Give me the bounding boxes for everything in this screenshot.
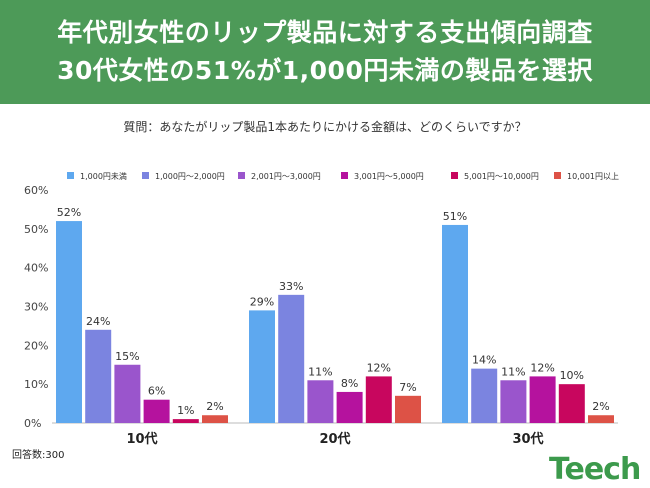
legend-label: 1,000円〜2,000円 <box>155 172 225 181</box>
data-label: 29% <box>250 295 274 308</box>
data-label: 14% <box>472 354 496 367</box>
bar <box>558 384 585 423</box>
data-label: 2% <box>592 400 609 413</box>
data-label: 8% <box>341 377 358 390</box>
bar <box>249 310 275 423</box>
data-label: 12% <box>367 361 391 374</box>
legend-swatch <box>142 172 149 179</box>
legend-label: 10,001円以上 <box>567 172 619 181</box>
bar <box>442 224 468 423</box>
data-label: 15% <box>115 350 139 363</box>
survey-question: 質問：あなたがリップ製品1本あたりにかける金額は、どのくらいですか？ <box>123 120 527 134</box>
data-label: 11% <box>501 365 525 378</box>
data-label: 1% <box>177 404 194 417</box>
title-line-1: 年代別女性のリップ製品に対する支出傾向調査 <box>57 18 593 47</box>
bar <box>471 368 498 423</box>
data-label: 11% <box>308 365 332 378</box>
y-tick-label: 20% <box>24 339 48 352</box>
data-label: 10% <box>560 369 584 382</box>
bar <box>395 395 421 423</box>
data-label: 24% <box>86 315 110 328</box>
response-count: 回答数:300 <box>12 450 65 461</box>
legend-swatch <box>554 172 561 179</box>
teech-logo: Teech <box>549 451 641 487</box>
legend-label: 3,001円〜5,000円 <box>354 172 424 181</box>
bar <box>85 329 112 423</box>
data-label: 7% <box>399 381 416 394</box>
category-label: 30代 <box>512 431 543 447</box>
legend-swatch <box>238 172 245 179</box>
y-tick-label: 10% <box>24 378 48 391</box>
y-tick-label: 0% <box>24 417 41 430</box>
data-label: 2% <box>206 400 223 413</box>
bar <box>529 376 556 423</box>
bar <box>278 294 305 423</box>
data-label: 33% <box>279 280 303 293</box>
legend-swatch <box>341 172 348 179</box>
legend-label: 1,000円未満 <box>80 171 127 181</box>
bar <box>588 415 614 423</box>
bar <box>56 221 82 423</box>
bar <box>500 380 527 423</box>
bar <box>202 415 228 423</box>
bar <box>365 376 392 423</box>
data-label: 51% <box>443 210 467 223</box>
bar <box>307 380 334 423</box>
bar <box>143 399 170 423</box>
data-label: 6% <box>148 385 165 398</box>
bar <box>172 419 199 423</box>
legend-swatch <box>67 172 74 179</box>
legend-label: 5,001円〜10,000円 <box>464 172 539 181</box>
y-tick-label: 30% <box>24 301 48 314</box>
data-label: 12% <box>530 361 554 374</box>
title-banner: 年代別女性のリップ製品に対する支出傾向調査 30代女性の51%が1,000円未満… <box>0 0 650 104</box>
category-label: 20代 <box>319 431 350 447</box>
title-line-2: 30代女性の51%が1,000円未満の製品を選択 <box>57 56 593 85</box>
bar <box>336 391 363 423</box>
category-label: 10代 <box>126 431 157 447</box>
data-label: 52% <box>57 206 81 219</box>
y-tick-label: 50% <box>24 223 48 236</box>
bar <box>114 364 141 423</box>
legend-swatch <box>451 172 458 179</box>
y-tick-label: 40% <box>24 262 48 275</box>
legend-label: 2,001円〜3,000円 <box>251 172 321 181</box>
y-tick-label: 60% <box>24 184 48 197</box>
